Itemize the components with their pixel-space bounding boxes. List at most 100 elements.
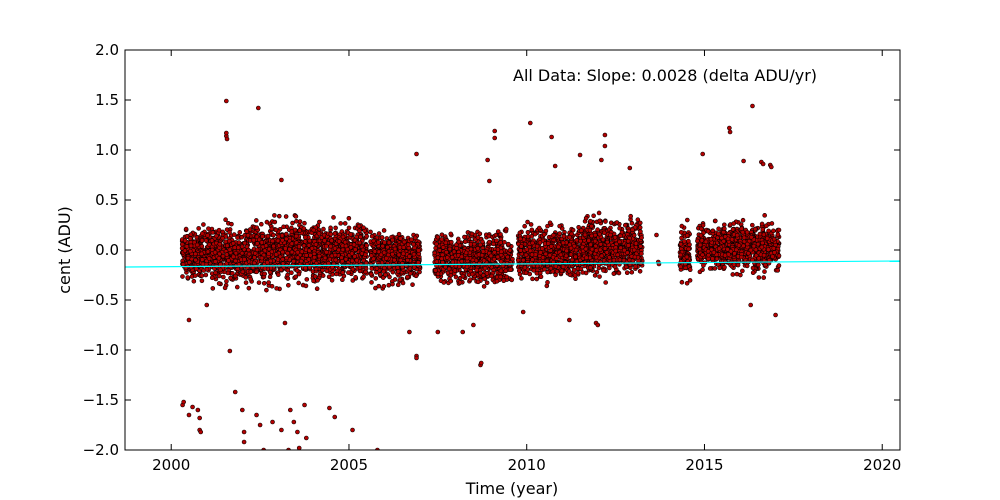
data-point (588, 265, 593, 270)
data-point (530, 240, 535, 246)
data-point (210, 286, 216, 291)
data-point (486, 233, 492, 239)
data-point (578, 228, 584, 233)
data-points (179, 98, 782, 450)
data-point (264, 287, 269, 293)
data-point (592, 232, 598, 238)
data-point (607, 265, 612, 271)
data-point (525, 229, 531, 235)
data-point (199, 244, 205, 249)
data-point (437, 248, 443, 253)
data-point (228, 264, 234, 270)
data-point (382, 240, 387, 245)
data-point (450, 259, 456, 265)
data-point (488, 253, 494, 259)
data-point (444, 255, 450, 260)
data-point (582, 232, 588, 238)
data-point (383, 272, 388, 278)
data-point (541, 232, 547, 237)
data-point (357, 265, 363, 270)
data-point (471, 261, 477, 266)
data-point (440, 245, 446, 250)
data-point (460, 273, 466, 279)
data-point (553, 264, 559, 269)
data-point (633, 241, 639, 246)
data-point (230, 240, 236, 246)
data-point (435, 271, 441, 277)
data-point (611, 271, 617, 276)
data-point (193, 251, 198, 257)
data-point (583, 270, 589, 276)
data-point (316, 231, 322, 236)
data-point (256, 280, 262, 285)
data-point (534, 270, 540, 276)
data-point (491, 241, 496, 247)
data-point (416, 260, 421, 265)
data-point (597, 231, 602, 237)
data-point (185, 275, 191, 280)
data-point (612, 235, 618, 240)
data-point (322, 238, 327, 243)
data-point (448, 278, 454, 284)
data-point (762, 213, 767, 218)
data-point (199, 273, 205, 278)
data-point (566, 268, 572, 274)
data-point (291, 259, 296, 264)
data-point (616, 270, 622, 276)
data-point (349, 251, 355, 256)
data-point (637, 225, 643, 230)
data-point (247, 227, 253, 232)
data-point (298, 258, 304, 264)
data-point (368, 271, 374, 277)
data-point (569, 257, 575, 263)
data-point (530, 276, 535, 282)
data-point (261, 280, 267, 286)
data-point (390, 237, 395, 243)
data-point (182, 238, 188, 243)
data-point (601, 230, 607, 236)
data-point (220, 229, 226, 235)
data-point (527, 271, 533, 277)
data-point (204, 266, 210, 272)
data-point (309, 246, 315, 251)
data-point (548, 244, 554, 249)
data-point (179, 245, 185, 251)
data-point (538, 250, 543, 255)
data-point (199, 278, 205, 284)
data-point (439, 232, 445, 238)
data-point (475, 235, 481, 240)
data-point (353, 247, 358, 252)
data-point (629, 269, 635, 275)
data-point (435, 255, 441, 260)
data-point (684, 233, 690, 238)
data-point (280, 238, 285, 243)
data-point (498, 274, 503, 280)
data-point (631, 232, 637, 238)
data-point (294, 268, 300, 273)
data-point (324, 268, 330, 274)
data-point (368, 229, 373, 235)
data-point (613, 248, 619, 254)
data-point (281, 224, 286, 230)
data-point (254, 225, 259, 230)
data-point (505, 254, 510, 260)
data-point (444, 249, 449, 255)
data-point (259, 221, 264, 227)
data-point (329, 277, 335, 283)
data-point (369, 233, 375, 239)
data-point (639, 235, 644, 240)
data-point (326, 274, 332, 280)
data-point (214, 233, 219, 239)
data-point (678, 252, 683, 258)
data-point (374, 270, 379, 275)
data-point (395, 269, 401, 274)
data-point (678, 241, 684, 247)
data-point (750, 222, 755, 228)
data-point (252, 251, 258, 256)
data-point (678, 264, 683, 270)
data-point (188, 243, 194, 249)
data-point (301, 226, 307, 231)
data-point (205, 233, 210, 238)
data-point (360, 247, 366, 253)
data-point (401, 245, 406, 250)
